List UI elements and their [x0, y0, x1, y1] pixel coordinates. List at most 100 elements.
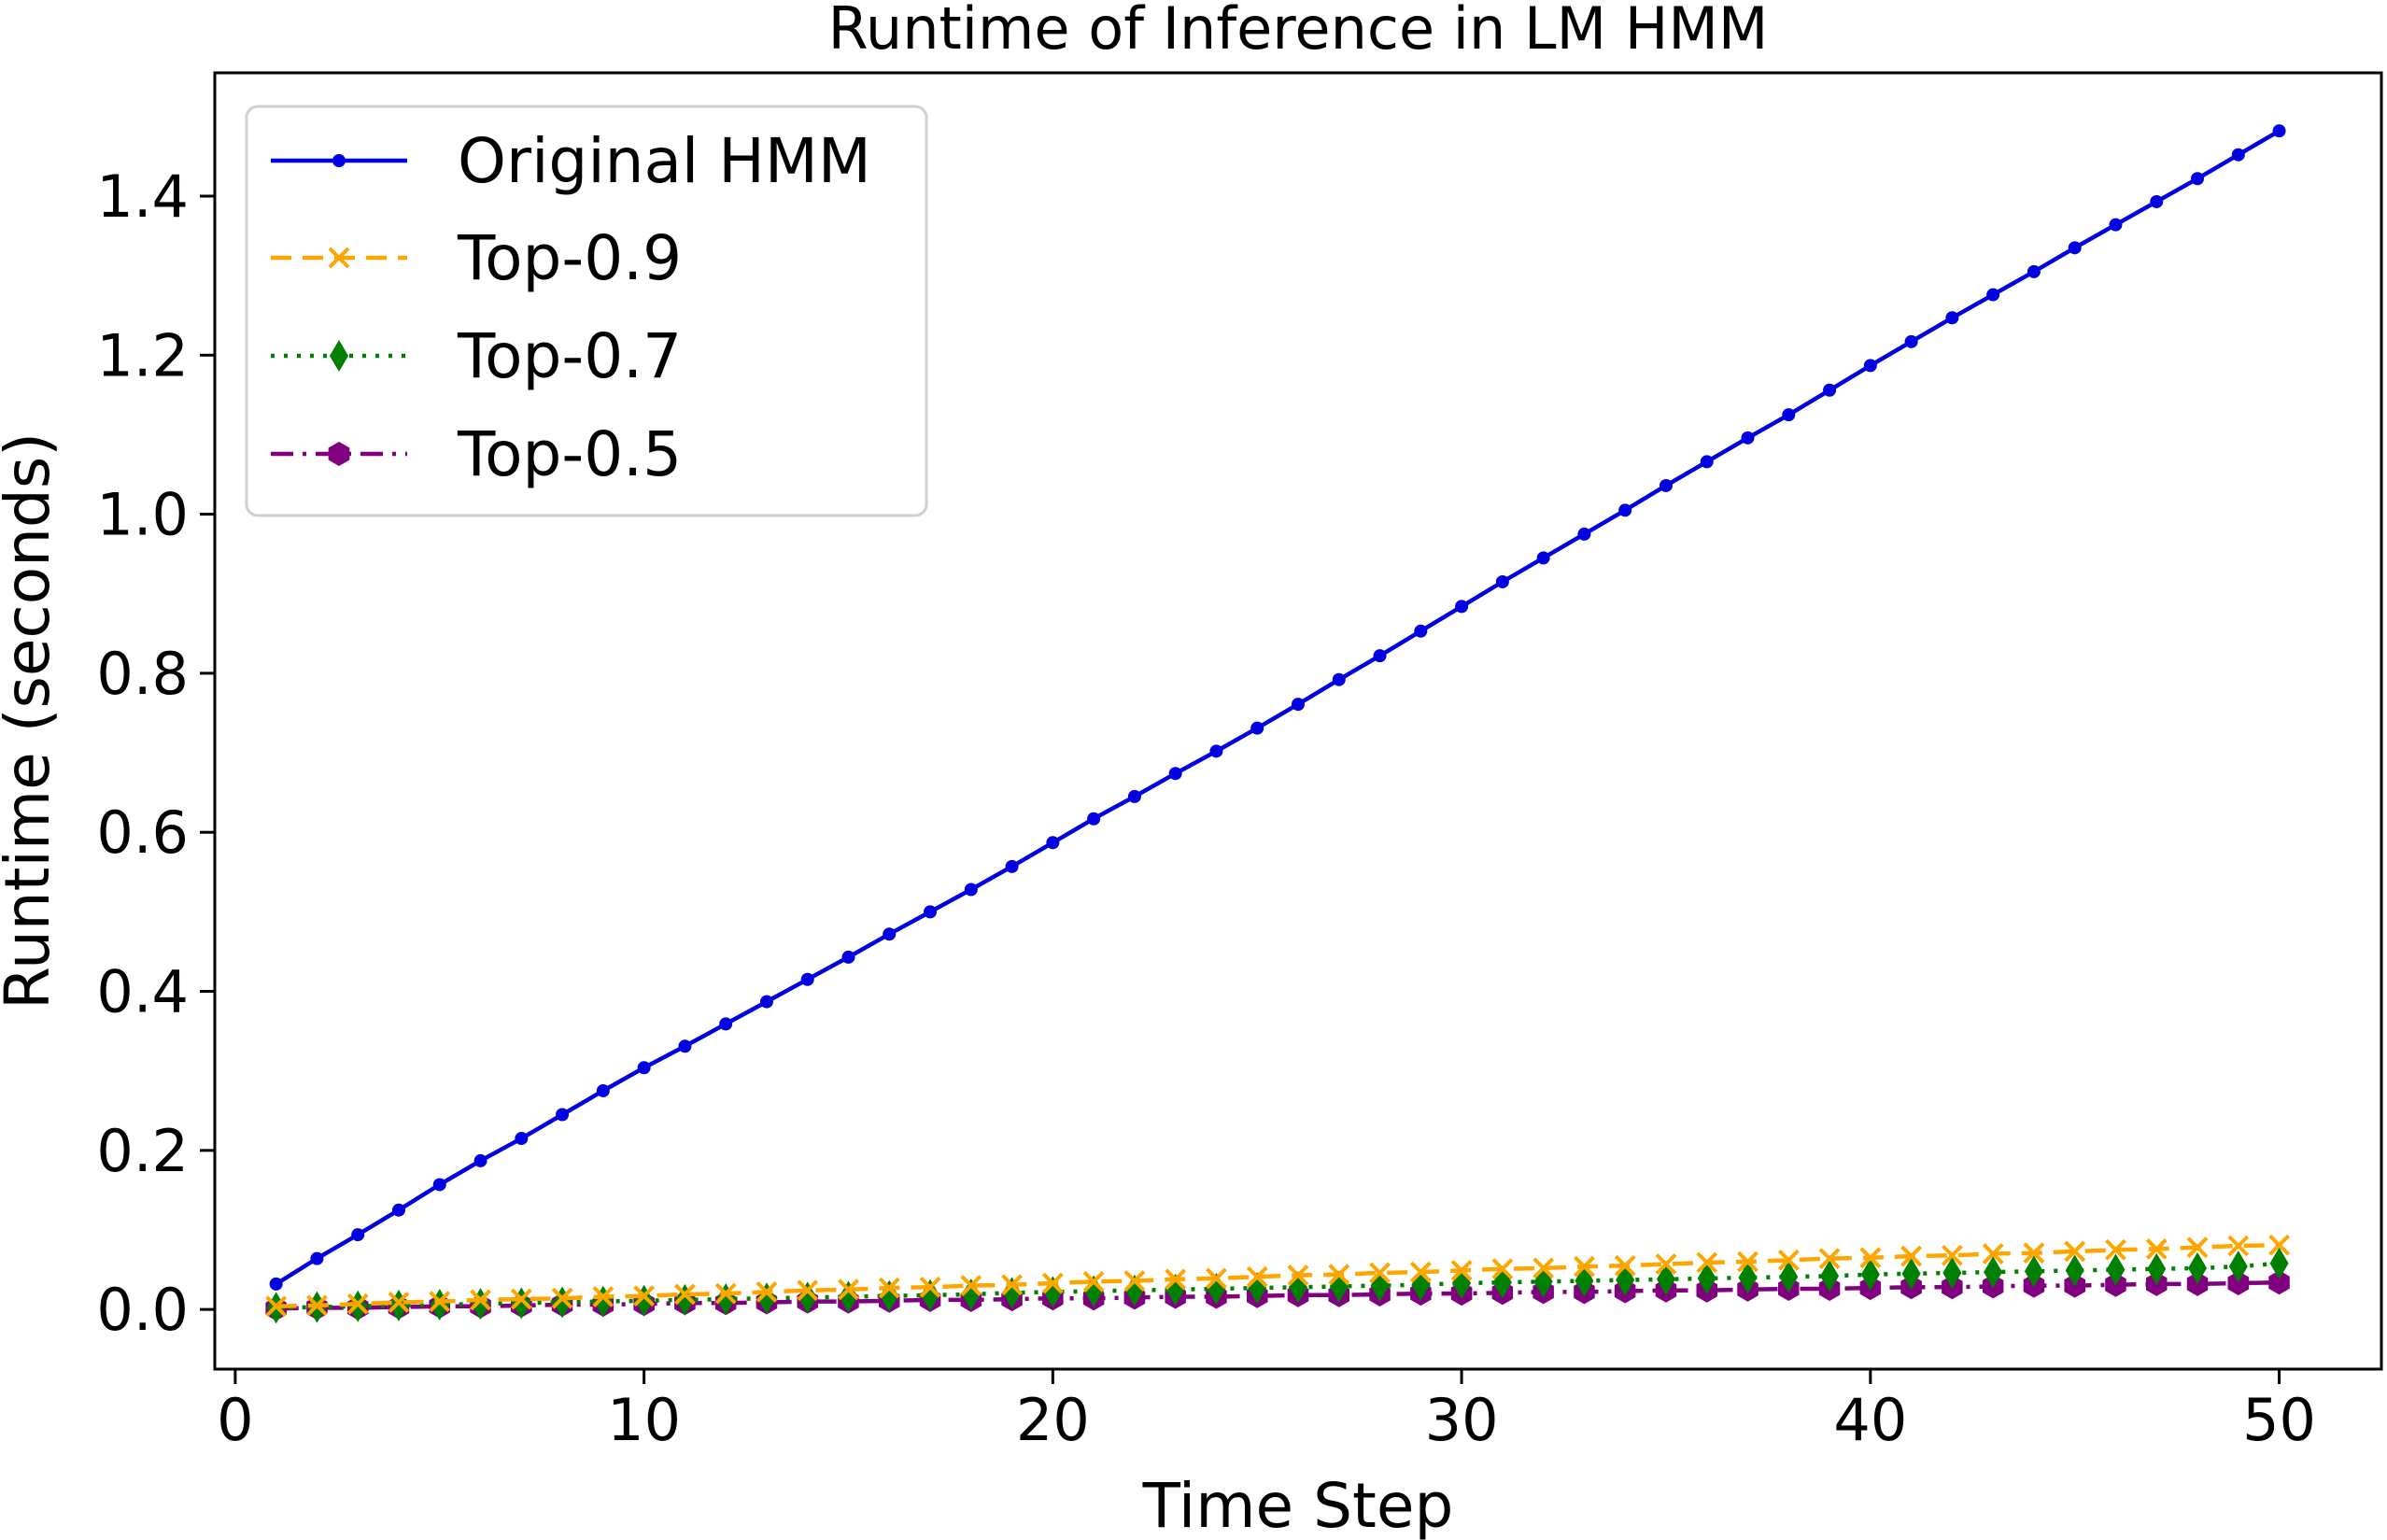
data-point: [1982, 1243, 2004, 1264]
y-tick-label: 0.4: [96, 958, 189, 1026]
legend-item: Top-0.5: [271, 418, 682, 490]
data-point: [1491, 1258, 1514, 1280]
plot-frame: [213, 71, 2383, 1371]
data-point: [759, 995, 773, 1009]
series-line: [275, 1242, 2280, 1308]
data-point: [1001, 1274, 1023, 1296]
chart-title: Runtime of Inference in LM HMM: [828, 0, 1769, 63]
data-point: [841, 950, 855, 964]
data-point: [2227, 1235, 2250, 1257]
x-tick-label: 50: [2242, 1386, 2316, 1454]
data-point: [1942, 1256, 1962, 1289]
y-axis-label: Runtime (seconds): [0, 432, 64, 1010]
data-point: [2109, 218, 2123, 232]
data-point: [924, 905, 938, 919]
data-point: [1577, 527, 1591, 541]
data-point: [391, 1203, 405, 1217]
data-point: [510, 1288, 532, 1310]
data-point: [714, 1282, 737, 1305]
data-point: [2272, 124, 2286, 138]
data-point: [878, 1277, 900, 1299]
data-point: [838, 1279, 859, 1301]
data-point: [1696, 1251, 1718, 1274]
data-point: [429, 1291, 451, 1313]
data-point: [960, 1275, 982, 1297]
data-point: [1741, 431, 1755, 445]
data-point: [2024, 1255, 2043, 1288]
data-point: [265, 1295, 288, 1318]
data-point: [1332, 672, 1346, 686]
data-point: [800, 972, 814, 986]
data-point: [1700, 455, 1714, 469]
data-point: [2228, 1250, 2248, 1283]
data-point: [678, 1039, 692, 1053]
data-point: [1782, 408, 1796, 422]
data-point: [1409, 1261, 1432, 1283]
y-tick-label: 1.4: [96, 162, 189, 231]
data-point: [1984, 1256, 2003, 1289]
data-point: [2268, 1270, 2290, 1295]
data-point: [515, 1132, 529, 1146]
data-point: [1904, 334, 1918, 348]
data-point: [1206, 1267, 1227, 1290]
y-tick-label: 0.8: [96, 640, 189, 708]
data-point: [2106, 1253, 2126, 1286]
data-point: [1041, 1272, 1064, 1294]
data-point: [633, 1285, 656, 1307]
data-point: [1901, 1257, 1921, 1290]
data-point: [1287, 1264, 1309, 1286]
data-point: [637, 1061, 651, 1075]
legend-label: Top-0.5: [457, 418, 682, 490]
data-point: [2068, 241, 2082, 255]
data-point: [2023, 1242, 2045, 1264]
series-1: [265, 1234, 2290, 1318]
data-point: [1455, 600, 1469, 614]
y-tick-label: 0.0: [96, 1276, 189, 1344]
legend-item: Original HMM: [271, 125, 871, 197]
data-point: [551, 1287, 573, 1309]
data-point: [1697, 1262, 1716, 1294]
data-point: [1123, 1270, 1146, 1292]
data-point: [470, 1289, 491, 1311]
legend-item: Top-0.7: [271, 320, 682, 392]
x-tick-label: 40: [1833, 1386, 1907, 1454]
legend-swatch-marker: [328, 247, 350, 269]
data-point: [1900, 1245, 1923, 1267]
series-0: [269, 124, 2286, 1291]
data-point: [2268, 1234, 2290, 1256]
data-point: [1945, 311, 1959, 325]
data-point: [1941, 1244, 1963, 1266]
data-point: [310, 1251, 324, 1265]
legend: Original HMM Top-0.9 Top-0.7 Top-0.5: [245, 105, 928, 517]
x-axis-label: Time Step: [1142, 1470, 1454, 1540]
data-point: [2027, 264, 2041, 278]
data-point: [388, 1292, 410, 1313]
data-point: [1046, 836, 1060, 850]
series-line: [275, 129, 2281, 1286]
legend-swatch-marker: [332, 154, 346, 167]
x-tick-label: 30: [1425, 1386, 1499, 1454]
data-point: [1818, 1248, 1841, 1270]
data-point: [1777, 1249, 1800, 1271]
data-point: [919, 1276, 941, 1298]
data-point: [1574, 1255, 1595, 1278]
data-point: [797, 1279, 819, 1302]
data-point: [1450, 1259, 1473, 1281]
data-point: [1655, 1253, 1677, 1276]
data-point: [1614, 1254, 1636, 1277]
data-point: [1292, 698, 1305, 712]
data-point: [473, 1153, 487, 1167]
data-point: [556, 1108, 570, 1122]
data-point: [346, 1293, 369, 1315]
data-point: [883, 927, 897, 941]
y-axis: 0.0 0.2 0.4 0.6 0.8 1.0 1.2 1.4: [96, 162, 215, 1344]
data-point: [2231, 148, 2245, 162]
data-point: [1532, 1257, 1555, 1279]
legend-swatch-marker: [328, 442, 350, 466]
data-point: [2186, 1271, 2209, 1296]
data-point: [1859, 1247, 1882, 1269]
data-point: [756, 1280, 778, 1303]
legend-label: Original HMM: [458, 125, 871, 197]
data-point: [2145, 1238, 2168, 1260]
